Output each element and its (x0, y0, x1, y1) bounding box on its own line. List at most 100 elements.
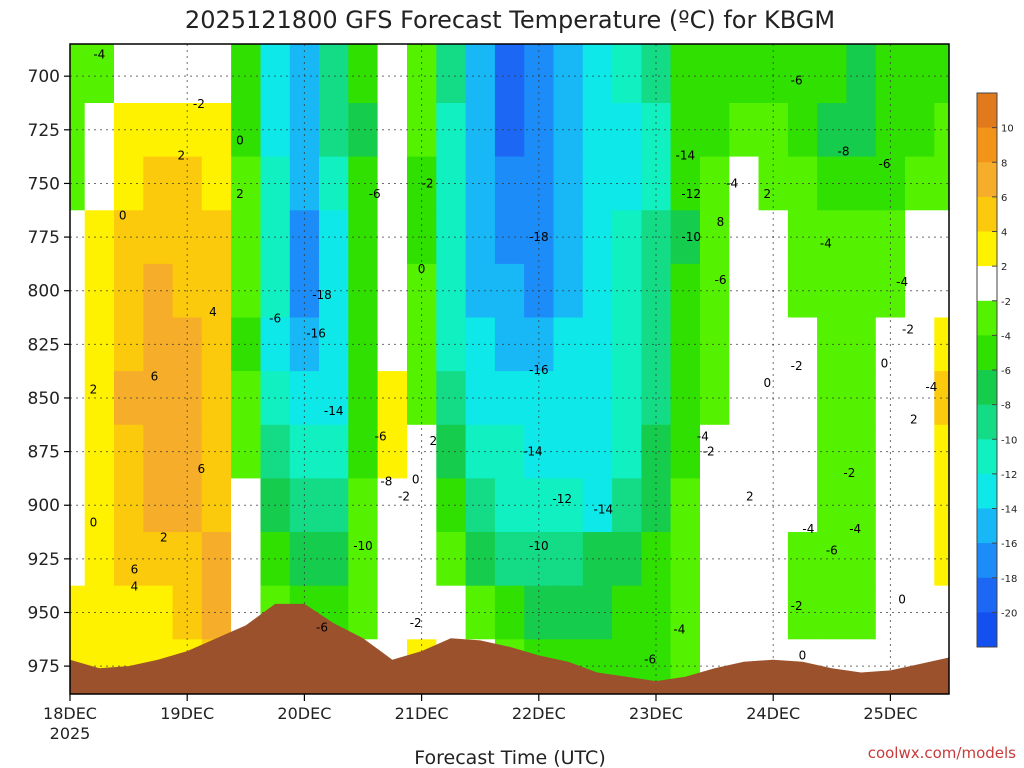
contour-label: -4 (673, 623, 685, 637)
contour-label: -2 (410, 616, 422, 630)
contour-label: 8 (717, 215, 725, 229)
contour-label: -14 (593, 503, 613, 517)
colorbar-swatch (977, 508, 997, 544)
contour-label: -2 (843, 466, 855, 480)
colorbar-label: 8 (1001, 158, 1007, 169)
temperature-cell (465, 44, 496, 104)
contour-label: -2 (422, 176, 434, 190)
contour-label: -6 (375, 430, 387, 444)
contour-label: -6 (269, 312, 281, 326)
x-tick-label: 24DEC (746, 704, 800, 723)
temperature-cell (172, 44, 203, 104)
contour-label: -14 (324, 404, 344, 418)
x-axis-label: Forecast Time (UTC) (414, 747, 605, 768)
contour-label: -4 (802, 522, 814, 536)
y-tick-label: 750 (28, 174, 60, 194)
temperature-cell (348, 44, 379, 104)
contour-label: -4 (697, 430, 709, 444)
x-tick-label: 25DEC (863, 704, 917, 723)
x-tick-label: 22DEC (512, 704, 566, 723)
temperature-cell (143, 371, 174, 426)
contour-label: -14 (675, 149, 695, 163)
colorbar-label: -16 (1001, 539, 1017, 550)
colorbar-label: 10 (1001, 124, 1014, 135)
contour-label: -6 (715, 273, 727, 287)
contour-label: 2 (746, 490, 754, 504)
contour-label: -6 (644, 653, 656, 667)
colorbar-label: -14 (1001, 505, 1017, 516)
y-tick-label: 925 (28, 550, 60, 570)
contour-label: -6 (826, 543, 838, 557)
temperature-cell (143, 532, 174, 587)
colorbar-label: 4 (1001, 228, 1007, 239)
colorbar-swatch (977, 543, 997, 579)
temperature-cell (377, 44, 408, 104)
contour-label: 2 (910, 412, 918, 426)
terrain-surface (70, 603, 949, 694)
temperature-cell (494, 44, 525, 104)
contour-label: 6 (131, 563, 139, 577)
colorbar-swatch (977, 439, 997, 475)
contour-label: 0 (898, 593, 906, 607)
temperature-cell (260, 44, 291, 104)
temperature-cell (172, 585, 203, 640)
contour-label: -6 (879, 157, 891, 171)
contour-label: -2 (703, 445, 715, 459)
temperature-cell (524, 44, 555, 104)
temperature-cell (84, 44, 115, 104)
temperature-cell (201, 44, 232, 104)
temperature-cell (905, 44, 935, 104)
colorbar-swatch (977, 162, 997, 198)
x-tick-label: 19DEC (160, 704, 214, 723)
temperature-cell (143, 424, 174, 479)
temperature-cell (905, 210, 935, 265)
x-axis-ticks: 18DEC 19DEC 20DEC 21DEC 22DEC 23DEC 24DEC 25DEC (43, 694, 917, 723)
chart-title: 2025121800 GFS Forecast Temperature (ºC)… (185, 6, 835, 34)
colorbar: 10 8 6 4 2 -2 -4 -6 -8 -10 -12 -14 -16 -18 -20 (976, 92, 1017, 648)
temperature-cell (582, 44, 613, 104)
colorbar-swatch (977, 266, 997, 302)
colorbar-label: -4 (1001, 331, 1011, 342)
temperature-cell (612, 44, 642, 104)
temperature-cell (143, 478, 174, 533)
contour-label: -4 (93, 48, 105, 62)
contour-label: -4 (896, 275, 908, 289)
temperature-cell (905, 478, 935, 533)
contour-label: 0 (418, 262, 426, 276)
temperature-cell (319, 44, 349, 104)
temperature-cell (905, 532, 935, 587)
temperature-cell (641, 585, 672, 640)
temperature-cell (143, 317, 174, 372)
temperature-cell (670, 317, 701, 372)
y-axis-ticks: 700 725 750 775 800 825 850 875 900 925 950 975 (28, 67, 70, 677)
temperature-cell (143, 210, 174, 265)
contour-label: 0 (763, 376, 771, 390)
contour-label: -12 (552, 492, 572, 506)
y-tick-label: 975 (28, 657, 60, 677)
colorbar-label: -18 (1001, 574, 1017, 585)
y-tick-label: 825 (28, 335, 60, 355)
contour-label: 6 (197, 462, 205, 476)
temperature-cell (670, 478, 701, 533)
temperature-cell (143, 103, 174, 158)
contour-label: 6 (151, 370, 159, 384)
x-tick-label: 18DEC (43, 704, 97, 723)
contour-label: -14 (523, 445, 543, 459)
contour-label: -12 (681, 187, 701, 201)
temperature-cell (905, 585, 935, 640)
plot-frame (69, 43, 950, 695)
temperature-cell (114, 44, 144, 104)
contour-label: -4 (925, 380, 937, 394)
colorbar-swatch (977, 127, 997, 163)
y-tick-label: 875 (28, 443, 60, 463)
grid-lines (70, 44, 949, 694)
colorbar-swatch (977, 231, 997, 267)
contour-label: 2 (236, 187, 244, 201)
temperature-cell (846, 44, 877, 104)
y-tick-label: 900 (28, 496, 60, 516)
temperature-cell (143, 156, 174, 211)
temperature-cell (143, 263, 174, 319)
temperature-cell (934, 44, 949, 104)
temperature-cell (289, 44, 320, 104)
